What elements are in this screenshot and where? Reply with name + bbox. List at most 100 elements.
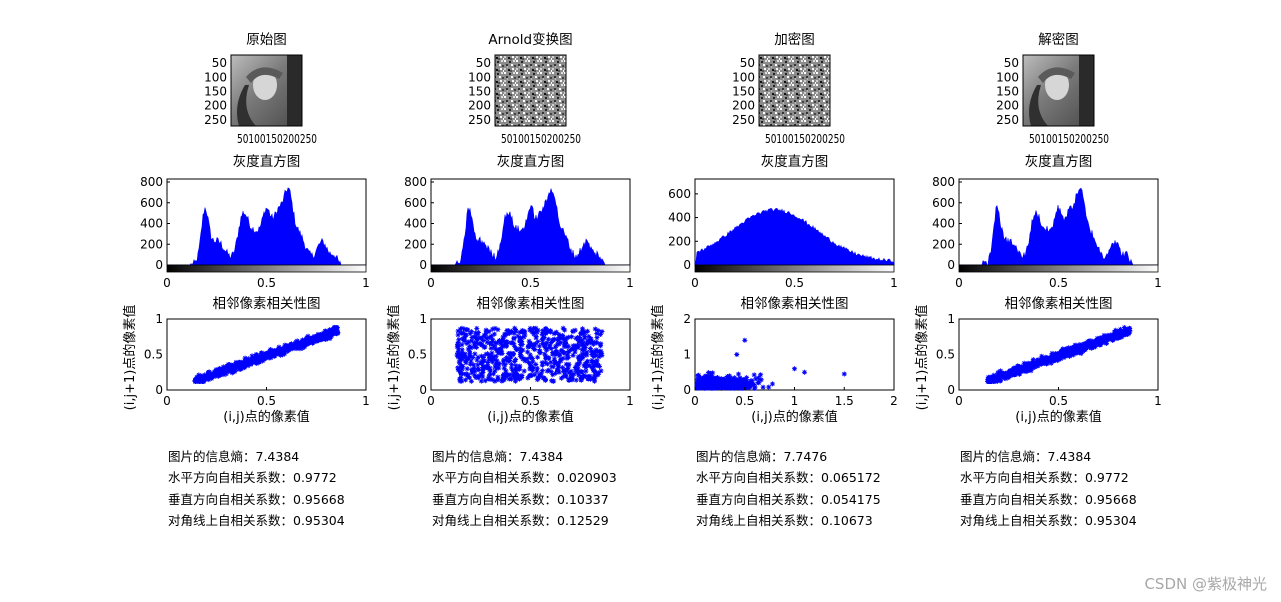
corr-ytick-label: 0 [155, 383, 163, 397]
corr-xlabel: (i,j)点的像素值 [751, 409, 838, 425]
corr-ytick-label: 2 [683, 312, 691, 326]
corr-xtick-label: 1.5 [835, 394, 854, 408]
hist-ytick-label: 600 [668, 187, 691, 201]
image-frame [230, 54, 303, 127]
vertical-corr-text: 垂直方向自相关系数：0.95668 [960, 491, 1137, 507]
hist-xtick-label: 0 [691, 276, 699, 290]
corr-ytick-label: 0 [683, 383, 691, 397]
face-shape [1045, 70, 1069, 100]
corr-xtick-label: 1 [362, 394, 370, 408]
column-4: 解密图5010015020025050100150200250灰度直方图0200… [914, 31, 1162, 425]
image-ytick-label: 250 [204, 113, 227, 127]
hist-xtick-label: 1 [626, 276, 634, 290]
corr-ytick-label: 1 [947, 312, 955, 326]
hat-shape [246, 67, 283, 83]
hist-ytick-label: 400 [668, 211, 691, 225]
scatter-markers [454, 325, 605, 384]
entropy-text: 图片的信息熵：7.4384 [168, 449, 300, 464]
hist-bars [959, 187, 1158, 266]
hist-ytick-label: 600 [140, 196, 163, 210]
stats-block-arnold: 图片的信息熵：7.4384 水平方向自相关系数：0.020903 垂直方向自相关… [432, 446, 617, 531]
hist-ytick-label: 0 [419, 258, 427, 272]
hist-xtick-label: 1 [362, 276, 370, 290]
hist-bars [167, 187, 366, 266]
image-xtick-labels: 50100150200250 [765, 132, 845, 146]
stats-block-encrypted: 图片的信息熵：7.7476 水平方向自相关系数：0.065172 垂直方向自相关… [696, 446, 881, 531]
image-ytick-label: 50 [740, 56, 755, 70]
gray-colorbar [166, 264, 367, 273]
corr-xtick-label: 0 [691, 394, 699, 408]
hist-xtick-label: 1 [890, 276, 898, 290]
image-frame [494, 54, 567, 127]
corr-xtick-label: 1 [626, 394, 634, 408]
hist-ytick-label: 400 [932, 217, 955, 231]
corr-title: 相邻像素相关性图 [1005, 296, 1113, 312]
hat-shape [1038, 67, 1075, 83]
horizontal-corr-text: 水平方向自相关系数：0.9772 [960, 470, 1129, 486]
corr-ytick-label: 1 [155, 312, 163, 326]
corr-xtick-label: 0.5 [257, 394, 276, 408]
corr-ylabel: (i,j+1)点的像素值 [386, 305, 402, 411]
corr-xtick-label: 0.5 [521, 394, 540, 408]
corr-title: 相邻像素相关性图 [477, 296, 585, 312]
hist-xtick-label: 0.5 [1049, 276, 1068, 290]
image-ytick-label: 200 [204, 99, 227, 113]
horizontal-corr-text: 水平方向自相关系数：0.020903 [432, 470, 617, 486]
entropy-text: 图片的信息熵：7.7476 [696, 449, 828, 464]
image-ytick-label: 200 [468, 99, 491, 113]
corr-xtick-label: 0.5 [735, 394, 754, 408]
image-ytick-label: 150 [996, 85, 1019, 99]
noise-image [495, 55, 566, 126]
corr-title: 相邻像素相关性图 [213, 296, 321, 312]
image-ytick-label: 200 [732, 99, 755, 113]
hist-title: 灰度直方图 [497, 154, 565, 170]
hair-shape [237, 85, 256, 126]
image-ytick-label: 100 [468, 70, 491, 84]
hist-ytick-label: 200 [404, 237, 427, 251]
corr-ytick-label: 0.5 [144, 348, 163, 362]
hist-ytick-label: 200 [140, 237, 163, 251]
hist-title: 灰度直方图 [1025, 154, 1093, 170]
diagonal-corr-text: 对角线上自相关系数：0.95304 [168, 512, 345, 528]
column-1: 原始图5010015020025050100150200250灰度直方图0200… [122, 32, 370, 425]
scatter-markers [694, 337, 847, 391]
corr-xtick-label: 2 [890, 394, 898, 408]
image-title: Arnold变换图 [488, 32, 572, 48]
hist-xtick-label: 0.5 [785, 276, 804, 290]
corr-title: 相邻像素相关性图 [741, 296, 849, 312]
watermark: CSDN @紫极神光 [1144, 575, 1267, 593]
diagonal-corr-text: 对角线上自相关系数：0.12529 [432, 512, 609, 528]
corr-xtick-label: 0 [163, 394, 171, 408]
hist-ytick-label: 600 [404, 196, 427, 210]
vertical-corr-text: 垂直方向自相关系数：0.95668 [168, 491, 345, 507]
hist-ytick-label: 800 [140, 175, 163, 189]
corr-xlabel: (i,j)点的像素值 [487, 409, 574, 425]
background-dark [1079, 55, 1094, 126]
hist-ytick-label: 0 [947, 258, 955, 272]
image-ytick-label: 100 [996, 70, 1019, 84]
corr-ytick-label: 0.5 [936, 348, 955, 362]
image-ytick-label: 200 [996, 99, 1019, 113]
image-ytick-label: 50 [212, 56, 227, 70]
corr-ytick-label: 1 [419, 312, 427, 326]
image-xtick-labels: 50100150200250 [237, 132, 317, 146]
hist-ytick-label: 800 [404, 175, 427, 189]
scatter-markers [985, 325, 1133, 384]
corr-ytick-label: 0.5 [408, 348, 427, 362]
face-shape [253, 70, 277, 100]
hist-ytick-label: 400 [140, 217, 163, 231]
corr-ytick-label: 0 [419, 383, 427, 397]
hist-ytick-label: 0 [683, 258, 691, 272]
corr-xtick-label: 1 [1154, 394, 1162, 408]
entropy-text: 图片的信息熵：7.4384 [432, 449, 564, 464]
diagonal-corr-text: 对角线上自相关系数：0.95304 [960, 512, 1137, 528]
image-title: 原始图 [246, 32, 287, 48]
gray-colorbar [430, 264, 631, 273]
scatter-markers [192, 325, 341, 384]
hist-ytick-label: 200 [668, 234, 691, 248]
corr-xtick-label: 1 [791, 394, 799, 408]
image-xtick-labels: 50100150200250 [1029, 132, 1109, 146]
hist-xtick-label: 1 [1154, 276, 1162, 290]
gray-colorbar [694, 264, 895, 273]
hist-xtick-label: 0 [427, 276, 435, 290]
